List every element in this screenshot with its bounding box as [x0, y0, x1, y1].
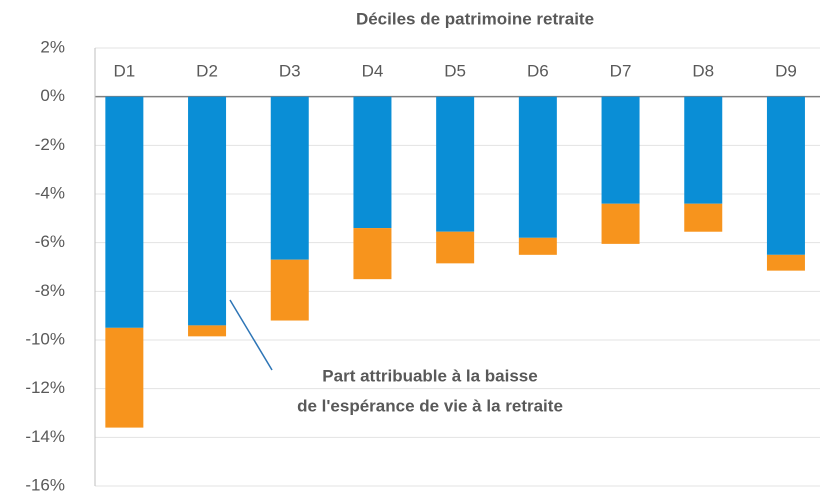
- x-tick-label: D3: [279, 61, 301, 80]
- y-tick-label: -4%: [35, 183, 65, 202]
- bar-segment: [353, 228, 392, 280]
- y-tick-label: -2%: [35, 135, 65, 154]
- bar-segment: [188, 325, 227, 337]
- annotation-leader: [229, 299, 273, 371]
- bar-segment: [601, 96, 640, 204]
- bar-segment: [684, 96, 723, 204]
- bar-segment: [766, 254, 805, 271]
- bar-segment: [353, 96, 392, 229]
- x-tick-label: D8: [692, 61, 714, 80]
- y-tick-label: -6%: [35, 232, 65, 251]
- annotation: de l'espérance de vie à la retraite: [297, 396, 563, 415]
- bar-segment: [766, 96, 805, 255]
- bar-segment: [436, 231, 475, 264]
- y-tick-label: -12%: [25, 378, 65, 397]
- bar-segment: [518, 237, 557, 255]
- chart-title: Déciles de patrimoine retraite: [356, 9, 594, 28]
- x-tick-label: D4: [362, 61, 384, 80]
- x-tick-label: D1: [113, 61, 135, 80]
- bar-segment: [270, 259, 309, 321]
- annotation: Part attribuable à la baisse: [322, 366, 537, 385]
- x-tick-label: D6: [527, 61, 549, 80]
- y-tick-label: -16%: [25, 475, 65, 492]
- bar-segment: [518, 96, 557, 238]
- x-tick-label: D7: [610, 61, 632, 80]
- bar-segment: [436, 96, 475, 232]
- y-tick-label: 0%: [40, 86, 65, 105]
- y-tick-label: 2%: [40, 37, 65, 56]
- y-tick-label: -14%: [25, 427, 65, 446]
- bar-segment: [105, 327, 144, 428]
- bar-segment: [601, 203, 640, 244]
- x-tick-label: D5: [444, 61, 466, 80]
- y-tick-label: -8%: [35, 281, 65, 300]
- x-tick-label: D2: [196, 61, 218, 80]
- bar-segment: [105, 96, 144, 328]
- x-tick-label: D9: [775, 61, 797, 80]
- y-tick-label: -10%: [25, 329, 65, 348]
- bar-segment: [684, 203, 723, 232]
- bar-segment: [188, 96, 227, 326]
- bar-segment: [270, 96, 309, 260]
